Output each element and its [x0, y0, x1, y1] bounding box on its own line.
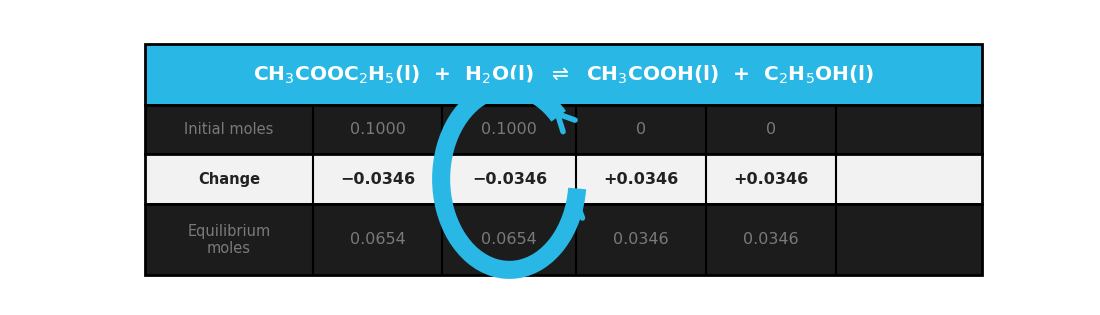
Text: 0: 0: [636, 122, 646, 137]
Bar: [145, 204, 982, 275]
Bar: [145, 44, 982, 105]
Text: 0.0346: 0.0346: [614, 232, 669, 247]
Text: 0.1000: 0.1000: [350, 122, 406, 137]
Text: Equilibrium
moles: Equilibrium moles: [187, 224, 271, 256]
Text: +0.0346: +0.0346: [734, 172, 808, 186]
Text: 0: 0: [766, 122, 775, 137]
Text: 0.1000: 0.1000: [482, 122, 537, 137]
Bar: [145, 105, 982, 154]
Text: Change: Change: [198, 172, 260, 186]
Text: +0.0346: +0.0346: [604, 172, 679, 186]
Text: CH$_3$COOC$_2$H$_5$(l)  +  H$_2$O(l)  $\rightleftharpoons$  CH$_3$COOH(l)  +  C$: CH$_3$COOC$_2$H$_5$(l) + H$_2$O(l) $\rig…: [253, 63, 875, 86]
Text: Initial moles: Initial moles: [185, 122, 274, 137]
Text: 0.0654: 0.0654: [482, 232, 537, 247]
Text: −0.0346: −0.0346: [472, 172, 547, 186]
Text: −0.0346: −0.0346: [340, 172, 415, 186]
Text: 0.0654: 0.0654: [350, 232, 406, 247]
Bar: [145, 154, 982, 204]
Text: 0.0346: 0.0346: [744, 232, 799, 247]
